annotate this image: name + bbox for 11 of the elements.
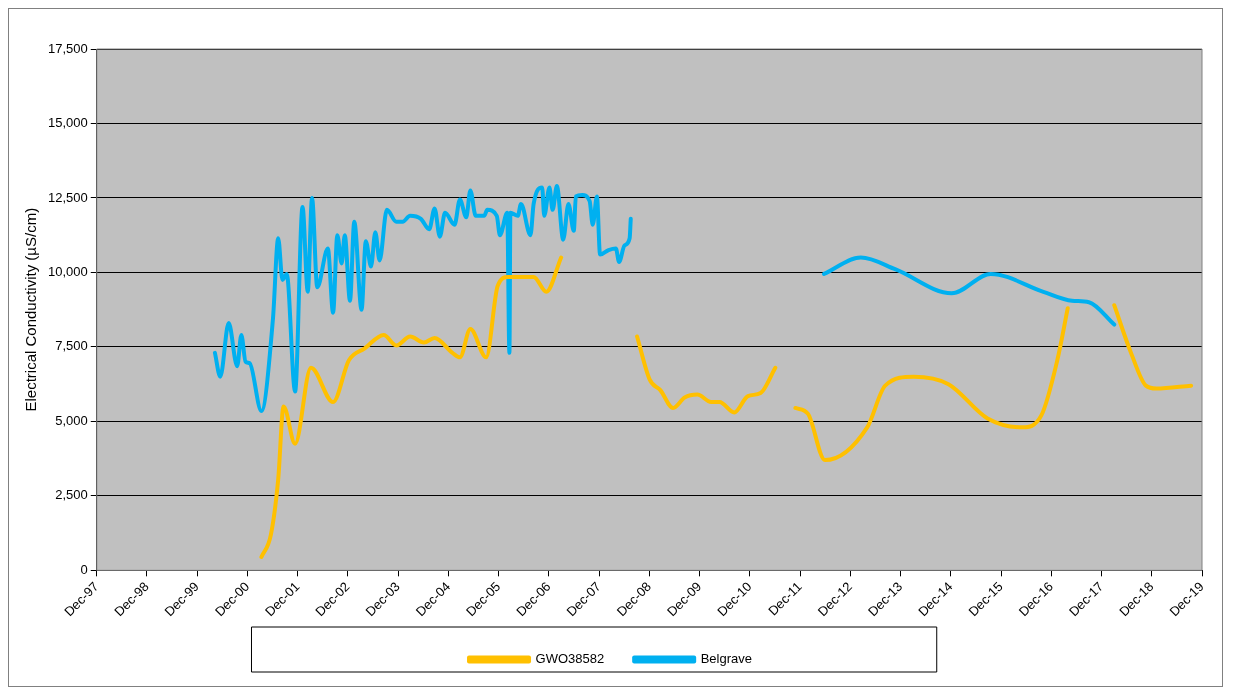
y-tick-label: 2,500 [55, 487, 88, 503]
y-tick-label: 0 [80, 561, 88, 577]
y-tick-label: 17,500 [48, 40, 88, 56]
y-tick-label: 7,500 [55, 338, 88, 354]
y-tick-label: 10,000 [48, 264, 88, 280]
y-tick-label: 12,500 [48, 189, 88, 205]
y-axis-title: Electrical Conductivity (µS/cm) [22, 207, 40, 412]
y-tick-label: 5,000 [55, 412, 88, 428]
legend-label: GWO38582 [535, 651, 605, 667]
legend-label: Belgrave [700, 651, 752, 667]
y-tick-label: 15,000 [48, 115, 88, 131]
